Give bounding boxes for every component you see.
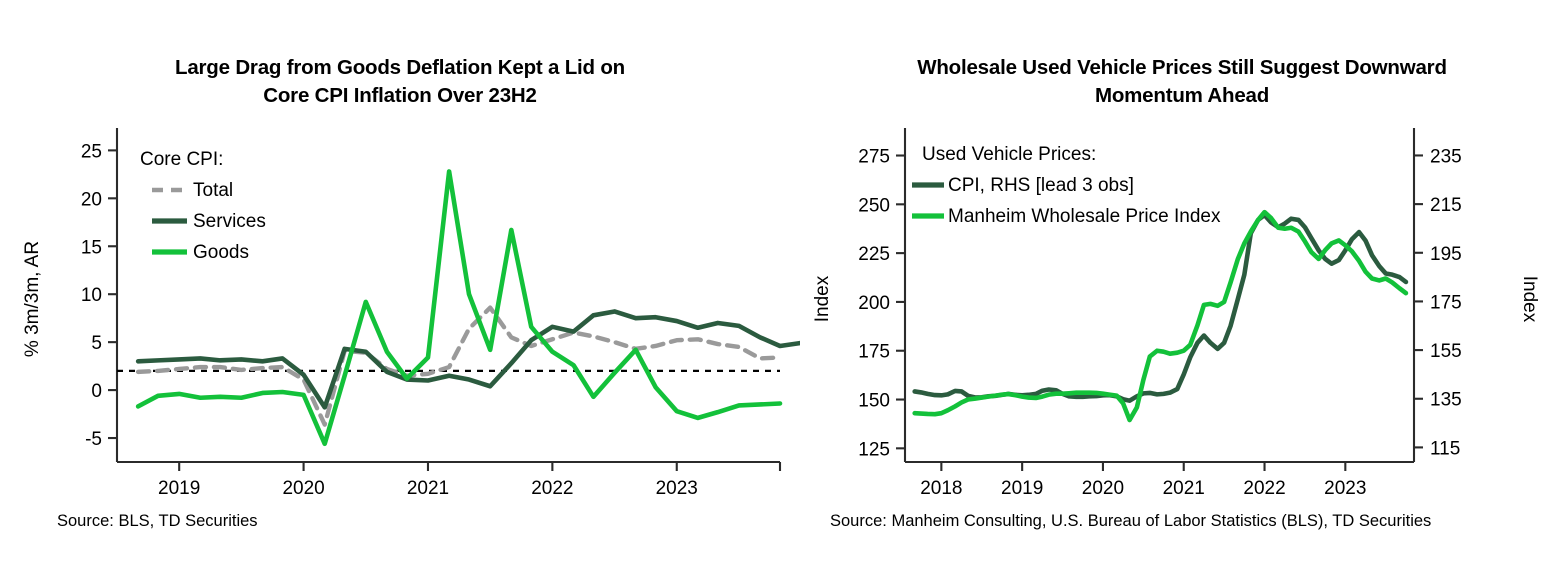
right-chart-x-tick-label: 2018 [920,478,962,499]
right-chart-right-tick-label: 115 [1430,438,1460,459]
right-chart-right-axis-title: Index [1519,276,1540,323]
left-chart-title-line2: Core CPI Inflation Over 23H2 [263,84,537,107]
left-x-tick-label: 2022 [531,478,573,499]
right-legend-label-1: Manheim Wholesale Price Index [948,206,1221,227]
right-chart-title-line1: Wholesale Used Vehicle Prices Still Sugg… [917,56,1447,79]
right-chart-left-tick-label: 250 [858,195,890,216]
left-x-tick-label: 2021 [407,478,449,499]
left-y-tick-label: 0 [91,381,102,402]
right-chart-left-tick-label: 200 [858,293,890,314]
right-chart-left-tick-label: 225 [858,244,890,265]
right-chart-left-tick-label: 125 [858,439,890,460]
right-chart-title: Wholesale Used Vehicle Prices Still Sugg… [800,54,1564,110]
left-legend-label-services: Services [193,211,266,232]
left-y-tick-label: 25 [81,141,102,162]
left-chart-plot: 25 20 15 10 5 0 -5 % 3m/3m, AR 2019 2020 2021 2022 2… [22,128,800,499]
left-y-tick-label: 20 [81,189,102,210]
left-series-line-total [135,305,783,427]
left-x-tick-label: 2023 [656,478,698,499]
left-y-axis-title: % 3m/3m, AR [22,241,43,357]
right-chart-right-tick-label: 235 [1430,146,1462,167]
right-chart-right-tick-label: 175 [1430,292,1462,313]
right-chart-left-tick-label: 150 [858,391,890,412]
right-chart-x-tick-label: 2020 [1082,478,1124,499]
right-chart-left-tick-label: 275 [858,147,890,168]
left-legend-label-total: Total [193,180,233,201]
chart-panel-used-vehicles: Wholesale Used Vehicle Prices Still Sugg… [800,0,1564,577]
right-chart-x-tick-label: 2019 [1001,478,1043,499]
right-chart-x-tick-label: 2023 [1324,478,1366,499]
left-y-tick-label: 5 [91,333,102,354]
left-chart-title-line1: Large Drag from Goods Deflation Kept a L… [175,56,625,79]
left-y-tick-label: -5 [85,429,102,450]
right-chart-x-tick-label: 2022 [1243,478,1285,499]
left-chart-source: Source: BLS, TD Securities [57,512,258,530]
left-y-tick-label: 15 [81,237,102,258]
left-legend-label-goods: Goods [193,242,249,263]
left-series-line-goods [135,169,783,447]
right-chart-plot: 275 250 225 200 175 150 125 Index 235 215 195 175 15… [812,128,1540,499]
right-series-line-left [912,209,1409,423]
right-chart-right-tick-label: 215 [1430,195,1462,216]
right-chart-source: Source: Manheim Consulting, U.S. Bureau … [830,512,1432,530]
right-chart-left-tick-label: 175 [858,342,890,363]
right-chart-title-line2: Momentum Ahead [1094,84,1270,107]
left-y-tick-label: 10 [81,285,102,306]
right-chart-x-tick-label: 2021 [1163,478,1205,499]
right-chart-right-tick-label: 135 [1430,390,1462,411]
left-chart-title: Large Drag from Goods Deflation Kept a L… [0,54,800,110]
left-series-line-services [135,309,800,410]
left-x-tick-label: 2019 [158,478,200,499]
left-legend-heading: Core CPI: [140,149,223,170]
right-chart-left-axis-title: Index [812,275,833,322]
right-chart-right-tick-label: 155 [1430,341,1462,362]
right-legend-label-0: CPI, RHS [lead 3 obs] [948,175,1134,196]
right-legend-heading: Used Vehicle Prices: [922,144,1096,165]
chart-panel-core-cpi: Large Drag from Goods Deflation Kept a L… [0,54,800,530]
right-chart-right-tick-label: 195 [1430,244,1462,265]
left-x-tick-label: 2020 [282,478,324,499]
